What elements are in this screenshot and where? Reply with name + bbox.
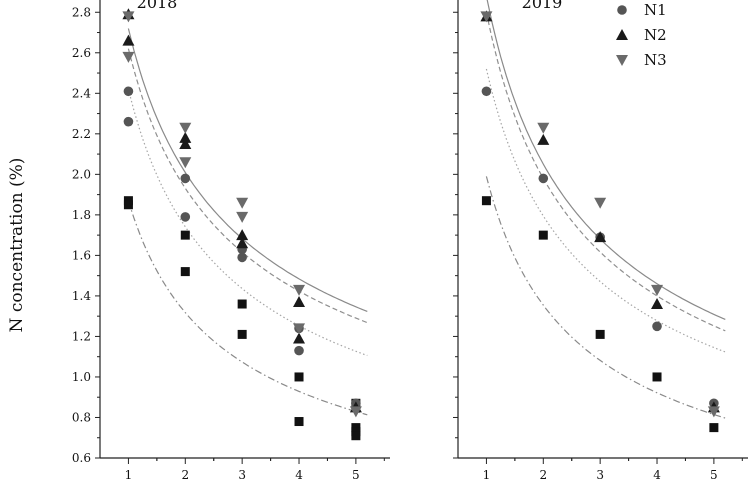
- data-point-triangle-up: [293, 332, 306, 344]
- panels-layer: 0.6 0.8 1.0 1.2 1.4 1.6 1.8 2.0 2.2 2.4 2.6 2.8 1 2 3 4…: [72, 0, 748, 482]
- x-tick-label: 2: [539, 468, 547, 482]
- data-point-square: [294, 417, 304, 427]
- legend-marker-triangle-up: [616, 29, 628, 40]
- y-tick-label: 2.6: [72, 46, 91, 60]
- data-point-circle: [652, 321, 662, 332]
- y-tick-label: 1.4: [72, 289, 91, 303]
- legend-entry-n1: N1: [617, 1, 667, 19]
- data-point-circle: [180, 173, 191, 184]
- x-tick-label: 3: [238, 468, 246, 482]
- data-point-circle: [180, 212, 191, 222]
- data-point-square: [481, 196, 491, 206]
- legend: N1 N2 N3: [616, 1, 667, 69]
- x-tick-label: 4: [295, 468, 303, 482]
- data-point-circle: [123, 86, 134, 97]
- data-point-triangle-down: [179, 157, 192, 169]
- data-point-circle: [123, 116, 134, 127]
- panel-1: 0.6 0.8 1.0 1.2 1.4 1.6 1.8 2.0 2.2 2.4 2.6 2.8 1 2 3 4…: [72, 0, 390, 482]
- data-point-square: [237, 299, 247, 309]
- x-tick-label: 4: [653, 468, 661, 482]
- data-point-circle: [294, 345, 304, 356]
- data-point-square: [123, 200, 133, 210]
- y-axis-label: N concentration (%): [7, 158, 27, 333]
- data-point-triangle-down: [480, 11, 493, 23]
- y-tick-label: 1.8: [72, 208, 91, 222]
- data-point-square: [237, 329, 247, 339]
- fit-curve-dotted: [127, 89, 368, 357]
- data-point-square: [294, 372, 304, 382]
- x-tick-label: 2: [181, 468, 189, 482]
- data-point-triangle-down: [594, 197, 607, 209]
- data-point-square: [180, 230, 190, 240]
- y-tick-label: 2.2: [72, 127, 91, 141]
- legend-label: N2: [644, 26, 667, 44]
- x-tick-label: 5: [352, 468, 360, 482]
- data-point-triangle-up: [651, 298, 664, 310]
- fit-curve-dashed: [127, 48, 368, 324]
- data-point-square: [538, 230, 548, 240]
- y-tick-label: 0.8: [72, 410, 91, 424]
- data-point-triangle-down: [537, 122, 550, 134]
- data-point-triangle-down: [349, 406, 362, 418]
- fit-curve-dash-dot: [127, 200, 368, 416]
- data-point-triangle-up: [179, 137, 192, 149]
- fit-curve-solid: [486, 0, 726, 320]
- data-point-triangle-down: [236, 197, 249, 209]
- data-point-square: [709, 423, 719, 433]
- data-point-triangle-up: [537, 133, 550, 145]
- data-point-triangle-down: [707, 406, 720, 418]
- y-tick-label: 2.4: [72, 86, 91, 100]
- data-point-triangle-up: [594, 231, 607, 243]
- data-point-square: [351, 431, 361, 441]
- data-point-circle: [481, 86, 492, 97]
- data-point-triangle-up: [293, 295, 306, 307]
- fit-curve-dashed: [485, 12, 726, 332]
- legend-entry-n3: N3: [616, 51, 667, 69]
- data-point-triangle-down: [236, 211, 249, 223]
- legend-marker-triangle-down: [616, 55, 628, 66]
- data-point-triangle-down: [122, 51, 135, 63]
- data-point-circle: [538, 173, 549, 184]
- fit-curve-dash-dot: [485, 176, 726, 419]
- data-point-triangle-down: [651, 284, 664, 296]
- data-point-triangle-down: [122, 11, 135, 23]
- data-point-square: [180, 267, 190, 277]
- data-point-triangle-up: [236, 237, 249, 249]
- x-tick-label: 1: [483, 468, 491, 482]
- fit-curve-dotted: [485, 68, 726, 353]
- data-point-triangle-down: [179, 122, 192, 134]
- legend-marker-circle: [617, 5, 627, 15]
- y-tick-label: 0.6: [72, 451, 91, 465]
- data-point-square: [652, 372, 662, 382]
- legend-label: N3: [644, 51, 667, 69]
- panel-2: 1 2 3 4 5 2019: [453, 0, 748, 482]
- data-point-circle: [237, 252, 247, 263]
- x-tick-label: 3: [596, 468, 604, 482]
- y-tick-label: 1.6: [72, 248, 91, 262]
- legend-label: N1: [644, 1, 667, 19]
- y-tick-label: 1.2: [72, 329, 91, 343]
- legend-entry-n2: N2: [616, 26, 667, 44]
- data-point-triangle-down: [293, 323, 306, 335]
- y-tick-label: 1.0: [72, 370, 91, 384]
- panel-year-label: 2018: [137, 0, 178, 12]
- panel-year-label: 2019: [522, 0, 563, 12]
- data-point-triangle-up: [236, 229, 249, 241]
- y-tick-label: 2.8: [72, 5, 91, 19]
- data-point-square: [595, 329, 605, 339]
- fit-curve-solid: [127, 28, 368, 312]
- data-point-triangle-up: [122, 34, 135, 46]
- data-point-triangle-up: [179, 131, 192, 143]
- y-tick-label: 2.0: [72, 167, 91, 181]
- x-tick-label: 5: [710, 468, 718, 482]
- x-tick-label: 1: [125, 468, 133, 482]
- data-point-triangle-down: [293, 284, 306, 296]
